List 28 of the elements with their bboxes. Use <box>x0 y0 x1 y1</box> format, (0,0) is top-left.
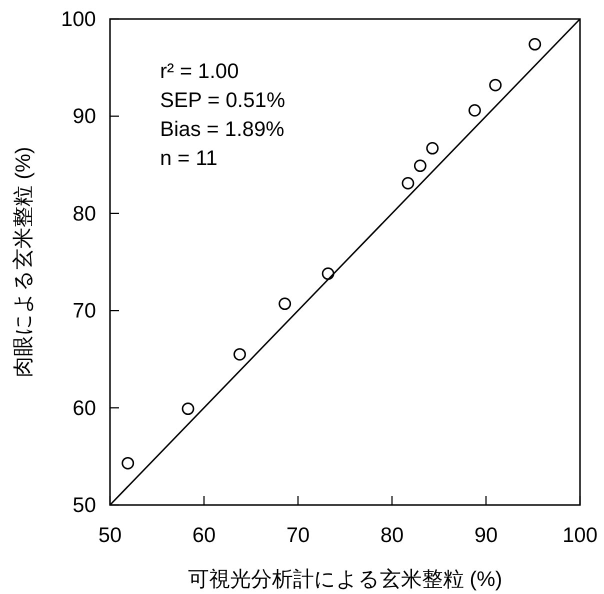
y-tick-label: 60 <box>72 396 96 420</box>
point <box>489 78 502 92</box>
y-tick-label: 50 <box>72 494 96 517</box>
annotation: r² = 1.00 <box>160 60 239 83</box>
x-tick-label: 100 <box>562 524 598 547</box>
point <box>468 104 481 117</box>
x-tick-label: 70 <box>286 524 310 547</box>
x-tick-label: 80 <box>380 524 404 547</box>
point <box>528 38 542 51</box>
y-tick-label: 70 <box>72 300 96 323</box>
point <box>402 177 414 190</box>
y-tick-label: 80 <box>72 202 96 226</box>
annotation: SEP = 0.51% <box>160 89 286 112</box>
point <box>414 160 426 172</box>
point <box>426 142 439 155</box>
point <box>278 298 292 310</box>
y-axis-title: 肉眼による玄米整粒 (%) <box>12 146 35 378</box>
point <box>182 402 194 416</box>
annotation: n = 11 <box>160 147 218 170</box>
y-tick-label: 90 <box>72 105 96 128</box>
x-axis-title: 可視光分析計による玄米整粒 (%) <box>188 568 502 591</box>
annotation: Bias = 1.89% <box>160 118 284 141</box>
y-tick-label: 100 <box>60 8 96 31</box>
x-tick-label: 90 <box>474 524 498 547</box>
point <box>122 456 134 470</box>
x-tick-label: 60 <box>192 524 216 547</box>
point <box>233 348 246 361</box>
x-tick-label: 50 <box>98 524 122 547</box>
